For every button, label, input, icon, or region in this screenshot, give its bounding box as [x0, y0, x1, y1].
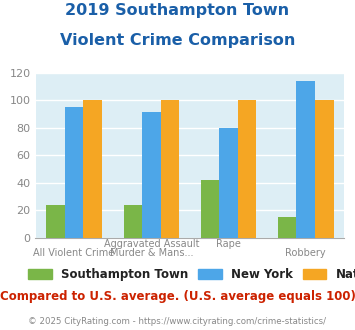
- Bar: [142, 113, 160, 238]
- Text: Aggravated Assault: Aggravated Assault: [104, 239, 199, 249]
- Text: © 2025 CityRating.com - https://www.cityrating.com/crime-statistics/: © 2025 CityRating.com - https://www.city…: [28, 317, 327, 326]
- Bar: [65, 107, 83, 238]
- Bar: [160, 100, 179, 238]
- Bar: [219, 128, 238, 238]
- Text: Compared to U.S. average. (U.S. average equals 100): Compared to U.S. average. (U.S. average …: [0, 290, 355, 303]
- Legend: Southampton Town, New York, National: Southampton Town, New York, National: [24, 263, 355, 286]
- Bar: [201, 180, 219, 238]
- Text: Rape: Rape: [216, 239, 241, 249]
- Bar: [83, 100, 102, 238]
- Bar: [278, 217, 296, 238]
- Text: Robbery: Robbery: [285, 248, 326, 258]
- Bar: [124, 205, 142, 238]
- Bar: [315, 100, 334, 238]
- Bar: [296, 81, 315, 238]
- Text: Murder & Mans...: Murder & Mans...: [110, 248, 193, 258]
- Text: 2019 Southampton Town: 2019 Southampton Town: [65, 3, 290, 18]
- Text: All Violent Crime: All Violent Crime: [33, 248, 115, 258]
- Text: Violent Crime Comparison: Violent Crime Comparison: [60, 33, 295, 48]
- Bar: [238, 100, 256, 238]
- Bar: [46, 205, 65, 238]
